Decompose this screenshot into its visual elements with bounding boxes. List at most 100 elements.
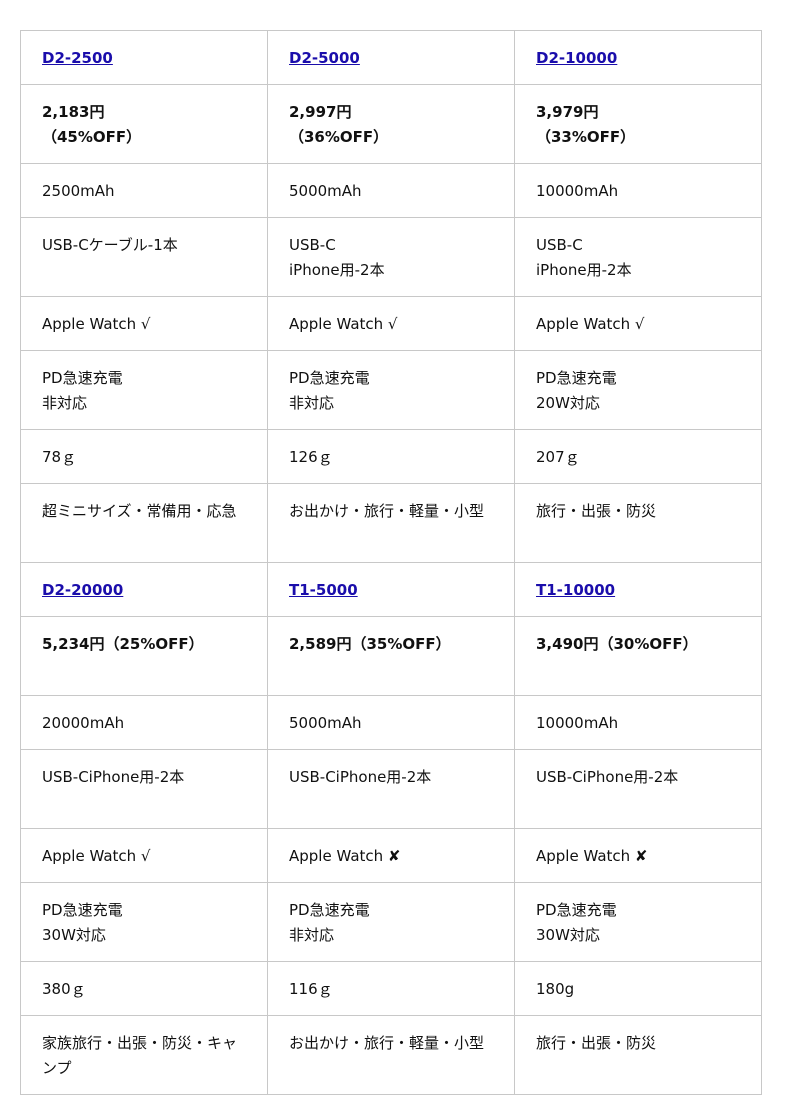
watch-text: Apple Watch √ xyxy=(42,315,151,333)
price-text: 2,183円 （45%OFF） xyxy=(42,103,142,146)
pd-text: PD急速充電 20W対応 xyxy=(536,369,617,412)
cell-pd: PD急速充電 30W対応 xyxy=(514,882,762,962)
table-row-cable: USB-Cケーブル-1本 USB-C iPhone用-2本 USB-C iPhone… xyxy=(20,217,762,297)
cell-pd: PD急速充電 非対応 xyxy=(267,350,515,430)
cell-capacity: 10000mAh xyxy=(514,695,762,750)
cable-text: USB-CiPhone用-2本 xyxy=(42,768,185,786)
cell-weight: 207ｇ xyxy=(514,429,762,484)
cable-text: USB-C iPhone用-2本 xyxy=(289,236,385,279)
cell-weight: 380ｇ xyxy=(20,961,268,1016)
cell-capacity: 5000mAh xyxy=(267,163,515,218)
cell-pd: PD急速充電 非対応 xyxy=(20,350,268,430)
product-link[interactable]: D2-10000 xyxy=(536,49,618,67)
price-text: 3,490円（30%OFF） xyxy=(536,635,698,653)
cable-text: USB-Cケーブル-1本 xyxy=(42,236,178,254)
cell-weight: 126ｇ xyxy=(267,429,515,484)
cell-price: 2,183円 （45%OFF） xyxy=(20,84,268,164)
cell-use: 旅行・出張・防災 xyxy=(514,1015,762,1095)
table-row-capacity: 20000mAh 5000mAh 10000mAh xyxy=(20,695,762,750)
cell-watch: Apple Watch √ xyxy=(20,296,268,351)
cell-pd: PD急速充電 非対応 xyxy=(267,882,515,962)
table-row-price: 5,234円（25%OFF） 2,589円（35%OFF） 3,490円（30%OF… xyxy=(20,616,762,696)
use-text: 旅行・出張・防災 xyxy=(536,502,657,520)
cell-use: 超ミニサイズ・常備用・応急 xyxy=(20,483,268,563)
cell-name: D2-5000 xyxy=(267,30,515,85)
table-row-weight: 380ｇ 116ｇ 180g xyxy=(20,961,762,1016)
cell-weight: 78ｇ xyxy=(20,429,268,484)
price-text: 5,234円（25%OFF） xyxy=(42,635,204,653)
cell-price: 2,997円 （36%OFF） xyxy=(267,84,515,164)
cell-price: 5,234円（25%OFF） xyxy=(20,616,268,696)
cell-name: T1-5000 xyxy=(267,562,515,617)
capacity-text: 5000mAh xyxy=(289,714,362,732)
table-row-name: D2-2500 D2-5000 D2-10000 xyxy=(20,30,762,85)
use-text: お出かけ・旅行・軽量・小型 xyxy=(289,502,485,520)
product-link[interactable]: D2-20000 xyxy=(42,581,124,599)
product-comparison-table: D2-2500 D2-5000 D2-10000 2,183円 （45%OFF） 2,9… xyxy=(20,30,762,1095)
capacity-text: 10000mAh xyxy=(536,182,619,200)
table-row-watch: Apple Watch √ Apple Watch ✘ Apple Watch ✘ xyxy=(20,828,762,883)
watch-text: Apple Watch ✘ xyxy=(536,847,648,865)
cell-use: 家族旅行・出張・防災・キャンプ xyxy=(20,1015,268,1095)
cell-price: 3,979円 （33%OFF） xyxy=(514,84,762,164)
product-link[interactable]: T1-10000 xyxy=(536,581,616,599)
pd-text: PD急速充電 非対応 xyxy=(289,369,370,412)
product-link[interactable]: D2-5000 xyxy=(289,49,360,67)
use-text: 超ミニサイズ・常備用・応急 xyxy=(42,502,237,520)
cell-capacity: 5000mAh xyxy=(267,695,515,750)
weight-text: 126ｇ xyxy=(289,448,333,466)
cell-use: お出かけ・旅行・軽量・小型 xyxy=(267,483,515,563)
use-text: 旅行・出張・防災 xyxy=(536,1034,657,1052)
table-row-price: 2,183円 （45%OFF） 2,997円 （36%OFF） 3,979円 （33… xyxy=(20,84,762,164)
cell-capacity: 2500mAh xyxy=(20,163,268,218)
cable-text: USB-CiPhone用-2本 xyxy=(289,768,432,786)
cell-name: D2-10000 xyxy=(514,30,762,85)
cell-name: T1-10000 xyxy=(514,562,762,617)
cell-name: D2-20000 xyxy=(20,562,268,617)
price-text: 2,589円（35%OFF） xyxy=(289,635,451,653)
cell-watch: Apple Watch ✘ xyxy=(267,828,515,883)
cell-price: 3,490円（30%OFF） xyxy=(514,616,762,696)
use-text: 家族旅行・出張・防災・キャンプ xyxy=(42,1034,238,1077)
product-link[interactable]: D2-2500 xyxy=(42,49,113,67)
product-link[interactable]: T1-5000 xyxy=(289,581,358,599)
price-text: 2,997円 （36%OFF） xyxy=(289,103,389,146)
cell-cable: USB-CiPhone用-2本 xyxy=(20,749,268,829)
cell-weight: 180g xyxy=(514,961,762,1016)
cell-cable: USB-C iPhone用-2本 xyxy=(514,217,762,297)
table-row-pd: PD急速充電 非対応 PD急速充電 非対応 PD急速充電 20W対応 xyxy=(20,350,762,430)
pd-text: PD急速充電 30W対応 xyxy=(536,901,617,944)
cell-watch: Apple Watch √ xyxy=(20,828,268,883)
weight-text: 380ｇ xyxy=(42,980,86,998)
watch-text: Apple Watch ✘ xyxy=(289,847,401,865)
capacity-text: 20000mAh xyxy=(42,714,125,732)
cell-cable: USB-CiPhone用-2本 xyxy=(267,749,515,829)
watch-text: Apple Watch √ xyxy=(536,315,645,333)
cell-capacity: 10000mAh xyxy=(514,163,762,218)
cell-cable: USB-C iPhone用-2本 xyxy=(267,217,515,297)
capacity-text: 10000mAh xyxy=(536,714,619,732)
weight-text: 116ｇ xyxy=(289,980,333,998)
cell-use: 旅行・出張・防災 xyxy=(514,483,762,563)
cell-watch: Apple Watch ✘ xyxy=(514,828,762,883)
watch-text: Apple Watch √ xyxy=(289,315,398,333)
cell-capacity: 20000mAh xyxy=(20,695,268,750)
capacity-text: 2500mAh xyxy=(42,182,115,200)
table-row-weight: 78ｇ 126ｇ 207ｇ xyxy=(20,429,762,484)
cell-pd: PD急速充電 30W対応 xyxy=(20,882,268,962)
cable-text: USB-C iPhone用-2本 xyxy=(536,236,632,279)
cell-price: 2,589円（35%OFF） xyxy=(267,616,515,696)
cell-cable: USB-CiPhone用-2本 xyxy=(514,749,762,829)
capacity-text: 5000mAh xyxy=(289,182,362,200)
use-text: お出かけ・旅行・軽量・小型 xyxy=(289,1034,485,1052)
cell-name: D2-2500 xyxy=(20,30,268,85)
weight-text: 207ｇ xyxy=(536,448,580,466)
table-row-pd: PD急速充電 30W対応 PD急速充電 非対応 PD急速充電 30W対応 xyxy=(20,882,762,962)
cell-watch: Apple Watch √ xyxy=(514,296,762,351)
table-row-watch: Apple Watch √ Apple Watch √ Apple Watch √ xyxy=(20,296,762,351)
weight-text: 78ｇ xyxy=(42,448,77,466)
cell-use: お出かけ・旅行・軽量・小型 xyxy=(267,1015,515,1095)
cable-text: USB-CiPhone用-2本 xyxy=(536,768,679,786)
table-row-use: 家族旅行・出張・防災・キャンプ お出かけ・旅行・軽量・小型 旅行・出張・防災 xyxy=(20,1015,762,1095)
pd-text: PD急速充電 非対応 xyxy=(289,901,370,944)
